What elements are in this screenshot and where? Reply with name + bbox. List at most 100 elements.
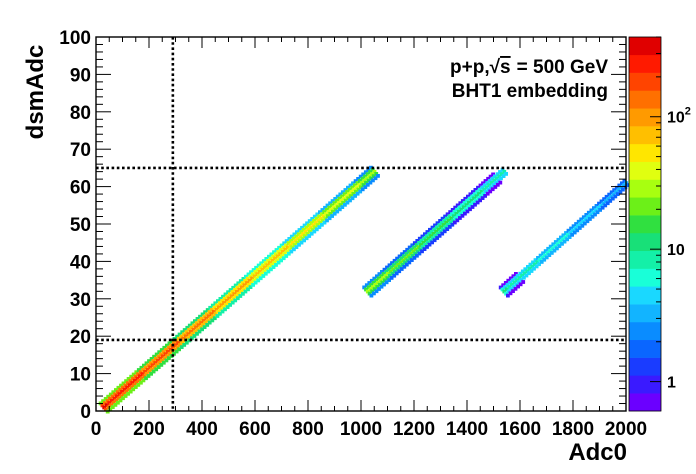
heatmap-cell <box>241 277 246 281</box>
heatmap-cell <box>207 320 212 325</box>
heatmap-cell <box>527 267 532 271</box>
heatmap-cell <box>551 242 556 247</box>
heatmap-cell <box>159 348 164 352</box>
heatmap-cell <box>602 197 606 201</box>
heatmap-cell <box>534 264 539 269</box>
heatmap-cell <box>621 183 626 188</box>
heatmap-cell <box>320 208 325 212</box>
heatmap-cell <box>140 372 145 376</box>
heatmap-cell <box>175 345 180 350</box>
heatmap-cell <box>374 278 378 283</box>
heatmap-cell <box>295 230 299 235</box>
heatmap-cell <box>148 361 153 366</box>
heatmap-cell <box>412 245 416 250</box>
heatmap-cell <box>566 228 571 233</box>
heatmap-cell <box>258 265 263 270</box>
heatmap-cell <box>368 287 373 292</box>
heatmap-cell <box>320 218 325 223</box>
heatmap-cell <box>116 400 120 405</box>
heatmap-cell <box>432 227 437 232</box>
colorbar-swatch <box>629 286 661 305</box>
heatmap-cell <box>258 276 263 281</box>
heatmap-cell <box>188 334 192 339</box>
heatmap-cell <box>198 325 203 330</box>
heatmap-cell <box>495 172 500 177</box>
heatmap-cell <box>364 180 368 185</box>
heatmap-cell <box>187 323 192 328</box>
heatmap-cell <box>254 265 258 270</box>
heatmap-cell <box>397 254 402 259</box>
heatmap-cell <box>466 194 470 199</box>
heatmap-cell <box>428 238 433 243</box>
heatmap-cell <box>402 264 407 269</box>
heatmap-cell <box>284 243 288 248</box>
heatmap-cell <box>342 192 347 197</box>
heatmap-cell <box>498 285 503 290</box>
heatmap-cell <box>427 232 432 236</box>
colorbar-swatch <box>629 143 661 162</box>
heatmap-cell <box>162 345 167 350</box>
heatmap-cell <box>393 269 397 274</box>
heatmap-cell <box>110 394 115 399</box>
heatmap-cell <box>346 185 350 190</box>
heatmap-cell <box>324 212 328 216</box>
heatmap-cell <box>157 350 162 355</box>
heatmap-cell <box>584 213 589 217</box>
heatmap-cell <box>317 225 322 229</box>
heatmap-cell <box>435 236 439 240</box>
heatmap-cell <box>215 303 219 308</box>
heatmap-cell <box>321 214 326 219</box>
heatmap-cell <box>271 254 276 259</box>
heatmap-cell <box>389 265 394 270</box>
heatmap-cell <box>179 345 184 349</box>
heatmap-cell <box>367 281 372 285</box>
heatmap-cell <box>322 210 327 214</box>
heatmap-cell <box>480 196 485 200</box>
heatmap-cell <box>560 241 564 246</box>
heatmap-cell <box>526 265 530 269</box>
heatmap-cell <box>138 370 143 374</box>
heatmap-cell <box>134 380 139 385</box>
heatmap-cell <box>231 296 236 301</box>
heatmap-cell <box>211 314 215 319</box>
heatmap-cell <box>233 283 238 288</box>
heatmap-cell <box>556 237 561 242</box>
heatmap-cell <box>483 179 488 183</box>
heatmap-cell <box>109 403 113 407</box>
heatmap-cell <box>353 179 358 183</box>
heatmap-cell <box>320 222 324 227</box>
heatmap-cell <box>446 223 450 227</box>
heatmap-cell <box>486 187 491 192</box>
heatmap-cell <box>415 249 420 254</box>
heatmap-cell <box>573 226 578 231</box>
heatmap-cell <box>256 267 260 272</box>
heatmap-cell <box>475 190 480 194</box>
colorbar-swatch <box>629 393 661 412</box>
heatmap-cell <box>436 231 440 236</box>
heatmap-cell <box>456 214 460 218</box>
heatmap-cell <box>621 187 625 192</box>
heatmap-cell <box>337 207 342 212</box>
heatmap-cell <box>507 285 512 289</box>
heatmap-cell <box>121 396 125 401</box>
heatmap-cell <box>354 185 359 190</box>
heatmap-cell <box>143 370 147 374</box>
heatmap-cell <box>375 274 379 279</box>
heatmap-cell <box>195 317 200 321</box>
heatmap-cell <box>124 379 128 383</box>
heatmap-cell <box>365 182 370 187</box>
heatmap-cell <box>295 240 300 245</box>
heatmap-cell <box>395 267 400 272</box>
heatmap-cell <box>139 365 144 370</box>
heatmap-cell <box>335 194 340 199</box>
heatmap-cell <box>187 327 191 332</box>
heatmap-cell <box>279 258 283 263</box>
heatmap-cell <box>586 215 590 219</box>
heatmap-cell <box>251 268 256 272</box>
heatmap-cell <box>298 234 303 239</box>
heatmap-cell <box>151 359 156 363</box>
heatmap-cell <box>591 210 596 215</box>
heatmap-cell <box>325 214 330 218</box>
heatmap-cell <box>356 187 361 192</box>
heatmap-cell <box>453 216 458 221</box>
